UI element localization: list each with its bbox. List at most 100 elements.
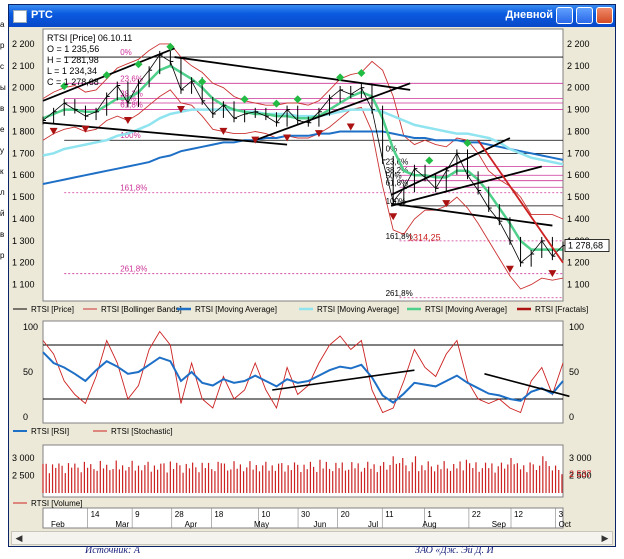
- x-day-label: 14: [91, 510, 100, 519]
- fractal-up-marker: [134, 60, 143, 69]
- source-caption: Источник: А ЗАО «Дж. Эй Д. И: [60, 545, 620, 559]
- fib-label-left: 61,8%: [120, 101, 143, 110]
- x-month-label: Apr: [185, 520, 198, 529]
- vol-ytick-left: 3 000: [12, 453, 35, 463]
- price-ytick-right: 1 100: [567, 280, 590, 290]
- osc-ytick-left: 100: [23, 322, 38, 332]
- x-month-label: Aug: [422, 520, 436, 529]
- period-selector[interactable]: Дневной: [505, 9, 554, 21]
- window-title: РТС: [31, 9, 53, 21]
- stochastic-line: [42, 330, 564, 414]
- fib-label-right: 0%: [386, 144, 398, 153]
- left-fragment-char: а: [0, 20, 5, 29]
- x-day-label: 3: [559, 510, 564, 519]
- fractal-down-marker: [176, 106, 185, 114]
- x-day-label: 11: [385, 510, 394, 519]
- left-fragment-char: л: [0, 188, 5, 197]
- close-icon[interactable]: [596, 7, 613, 24]
- price-ytick-right: 1 500: [567, 192, 590, 202]
- price-ytick-right: 1 900: [567, 105, 590, 115]
- scroll-left-icon[interactable]: ◀: [15, 533, 23, 543]
- rsi-line: [42, 351, 564, 404]
- fib-label-left: 38,2%: [120, 90, 143, 99]
- chart-app-icon: [13, 10, 27, 23]
- fractal-down-marker: [219, 127, 228, 135]
- vol-last-value: 2 537: [569, 469, 592, 479]
- left-fragment-char: р: [0, 251, 5, 260]
- horizontal-scrollbar[interactable]: ◀ ▶: [11, 531, 613, 545]
- price-ytick-left: 1 600: [12, 170, 35, 180]
- fractal-down-marker: [81, 125, 90, 133]
- price-info-line: H = 1 281,98: [47, 55, 99, 65]
- price-trendline: [390, 137, 511, 196]
- price-ytick-left: 1 800: [12, 126, 35, 136]
- price-ytick-right: 2 000: [567, 83, 590, 93]
- fib-label-right: 38,2%: [386, 166, 409, 175]
- price-trendline: [477, 139, 564, 264]
- fib-label-right: 61,8%: [386, 178, 409, 187]
- fractal-down-marker: [49, 127, 58, 135]
- fractal-down-marker: [548, 270, 557, 278]
- price-ytick-left: 1 400: [12, 214, 35, 224]
- fractal-up-marker: [293, 95, 302, 104]
- price-trendline: [174, 56, 411, 91]
- price-ytick-left: 1 300: [12, 236, 35, 246]
- x-month-label: Sep: [492, 520, 507, 529]
- osc-ytick-left: 0: [23, 412, 28, 422]
- price-ytick-right: 1 700: [567, 148, 590, 158]
- x-month-label: Jul: [368, 520, 378, 529]
- osc-ytick-left: 50: [23, 367, 33, 377]
- x-day-label: 22: [472, 510, 481, 519]
- fractal-down-marker: [251, 136, 260, 144]
- price-info-line: L = 1 234,34: [47, 66, 97, 76]
- osc-legend-label: RTSI [Stochastic]: [111, 427, 173, 436]
- x-month-label: Feb: [51, 520, 65, 529]
- price-ytick-right: 2 200: [567, 39, 590, 49]
- price-ytick-left: 1 500: [12, 192, 35, 202]
- price-last-value-box: [564, 239, 610, 252]
- price-legend-label: RTSI [Bollinger Bands]: [101, 305, 182, 314]
- osc-trendline: [272, 369, 415, 391]
- ma-fast-line: [42, 64, 563, 251]
- maximize-icon[interactable]: [576, 7, 593, 24]
- price-ytick-left: 1 900: [12, 105, 35, 115]
- price-line: [42, 54, 564, 264]
- left-fragment-char: в: [0, 230, 5, 239]
- price-ytick-left: 2 100: [12, 61, 35, 71]
- osc-ytick-right: 100: [569, 322, 584, 332]
- fractal-up-marker: [166, 42, 175, 51]
- fractal-down-marker: [123, 116, 132, 124]
- osc-ytick-right: 0: [569, 412, 574, 422]
- fractal-down-marker: [283, 134, 292, 142]
- price-ytick-right: 1 200: [567, 258, 590, 268]
- x-day-label: 28: [175, 510, 184, 519]
- minimize-icon[interactable]: [556, 7, 573, 24]
- price-trendline: [254, 82, 411, 142]
- osc-trendline: [484, 373, 570, 398]
- price-legend-label: RTSI [Price]: [31, 305, 74, 314]
- fractal-up-marker: [60, 82, 69, 91]
- left-fragment-char: в: [0, 104, 5, 113]
- fractal-up-marker: [240, 95, 249, 104]
- x-day-label: 20: [341, 510, 350, 519]
- x-day-label: 1: [427, 510, 432, 519]
- fractal-down-marker: [346, 123, 355, 131]
- fib-label-right: 23,6%: [386, 157, 409, 166]
- vol-ytick-left: 2 500: [12, 471, 35, 481]
- left-fragment-char: у: [0, 146, 4, 155]
- price-annotation: 1314,25: [408, 233, 441, 243]
- x-day-label: 10: [261, 510, 270, 519]
- fractal-up-marker: [102, 71, 111, 80]
- scroll-right-icon[interactable]: ▶: [601, 533, 609, 543]
- price-info-line: O = 1 235,56: [47, 44, 99, 54]
- fractal-down-marker: [505, 265, 514, 273]
- left-fragment-char: с: [0, 62, 4, 71]
- x-month-label: Oct: [559, 520, 572, 529]
- vol-ytick-right: 3 000: [569, 453, 592, 463]
- osc-legend-label: RTSI [RSI]: [31, 427, 69, 436]
- osc-ytick-right: 50: [569, 367, 579, 377]
- x-axis-strip: [42, 507, 564, 529]
- bollinger-upper-line: [42, 43, 564, 220]
- x-month-label: Mar: [115, 520, 129, 529]
